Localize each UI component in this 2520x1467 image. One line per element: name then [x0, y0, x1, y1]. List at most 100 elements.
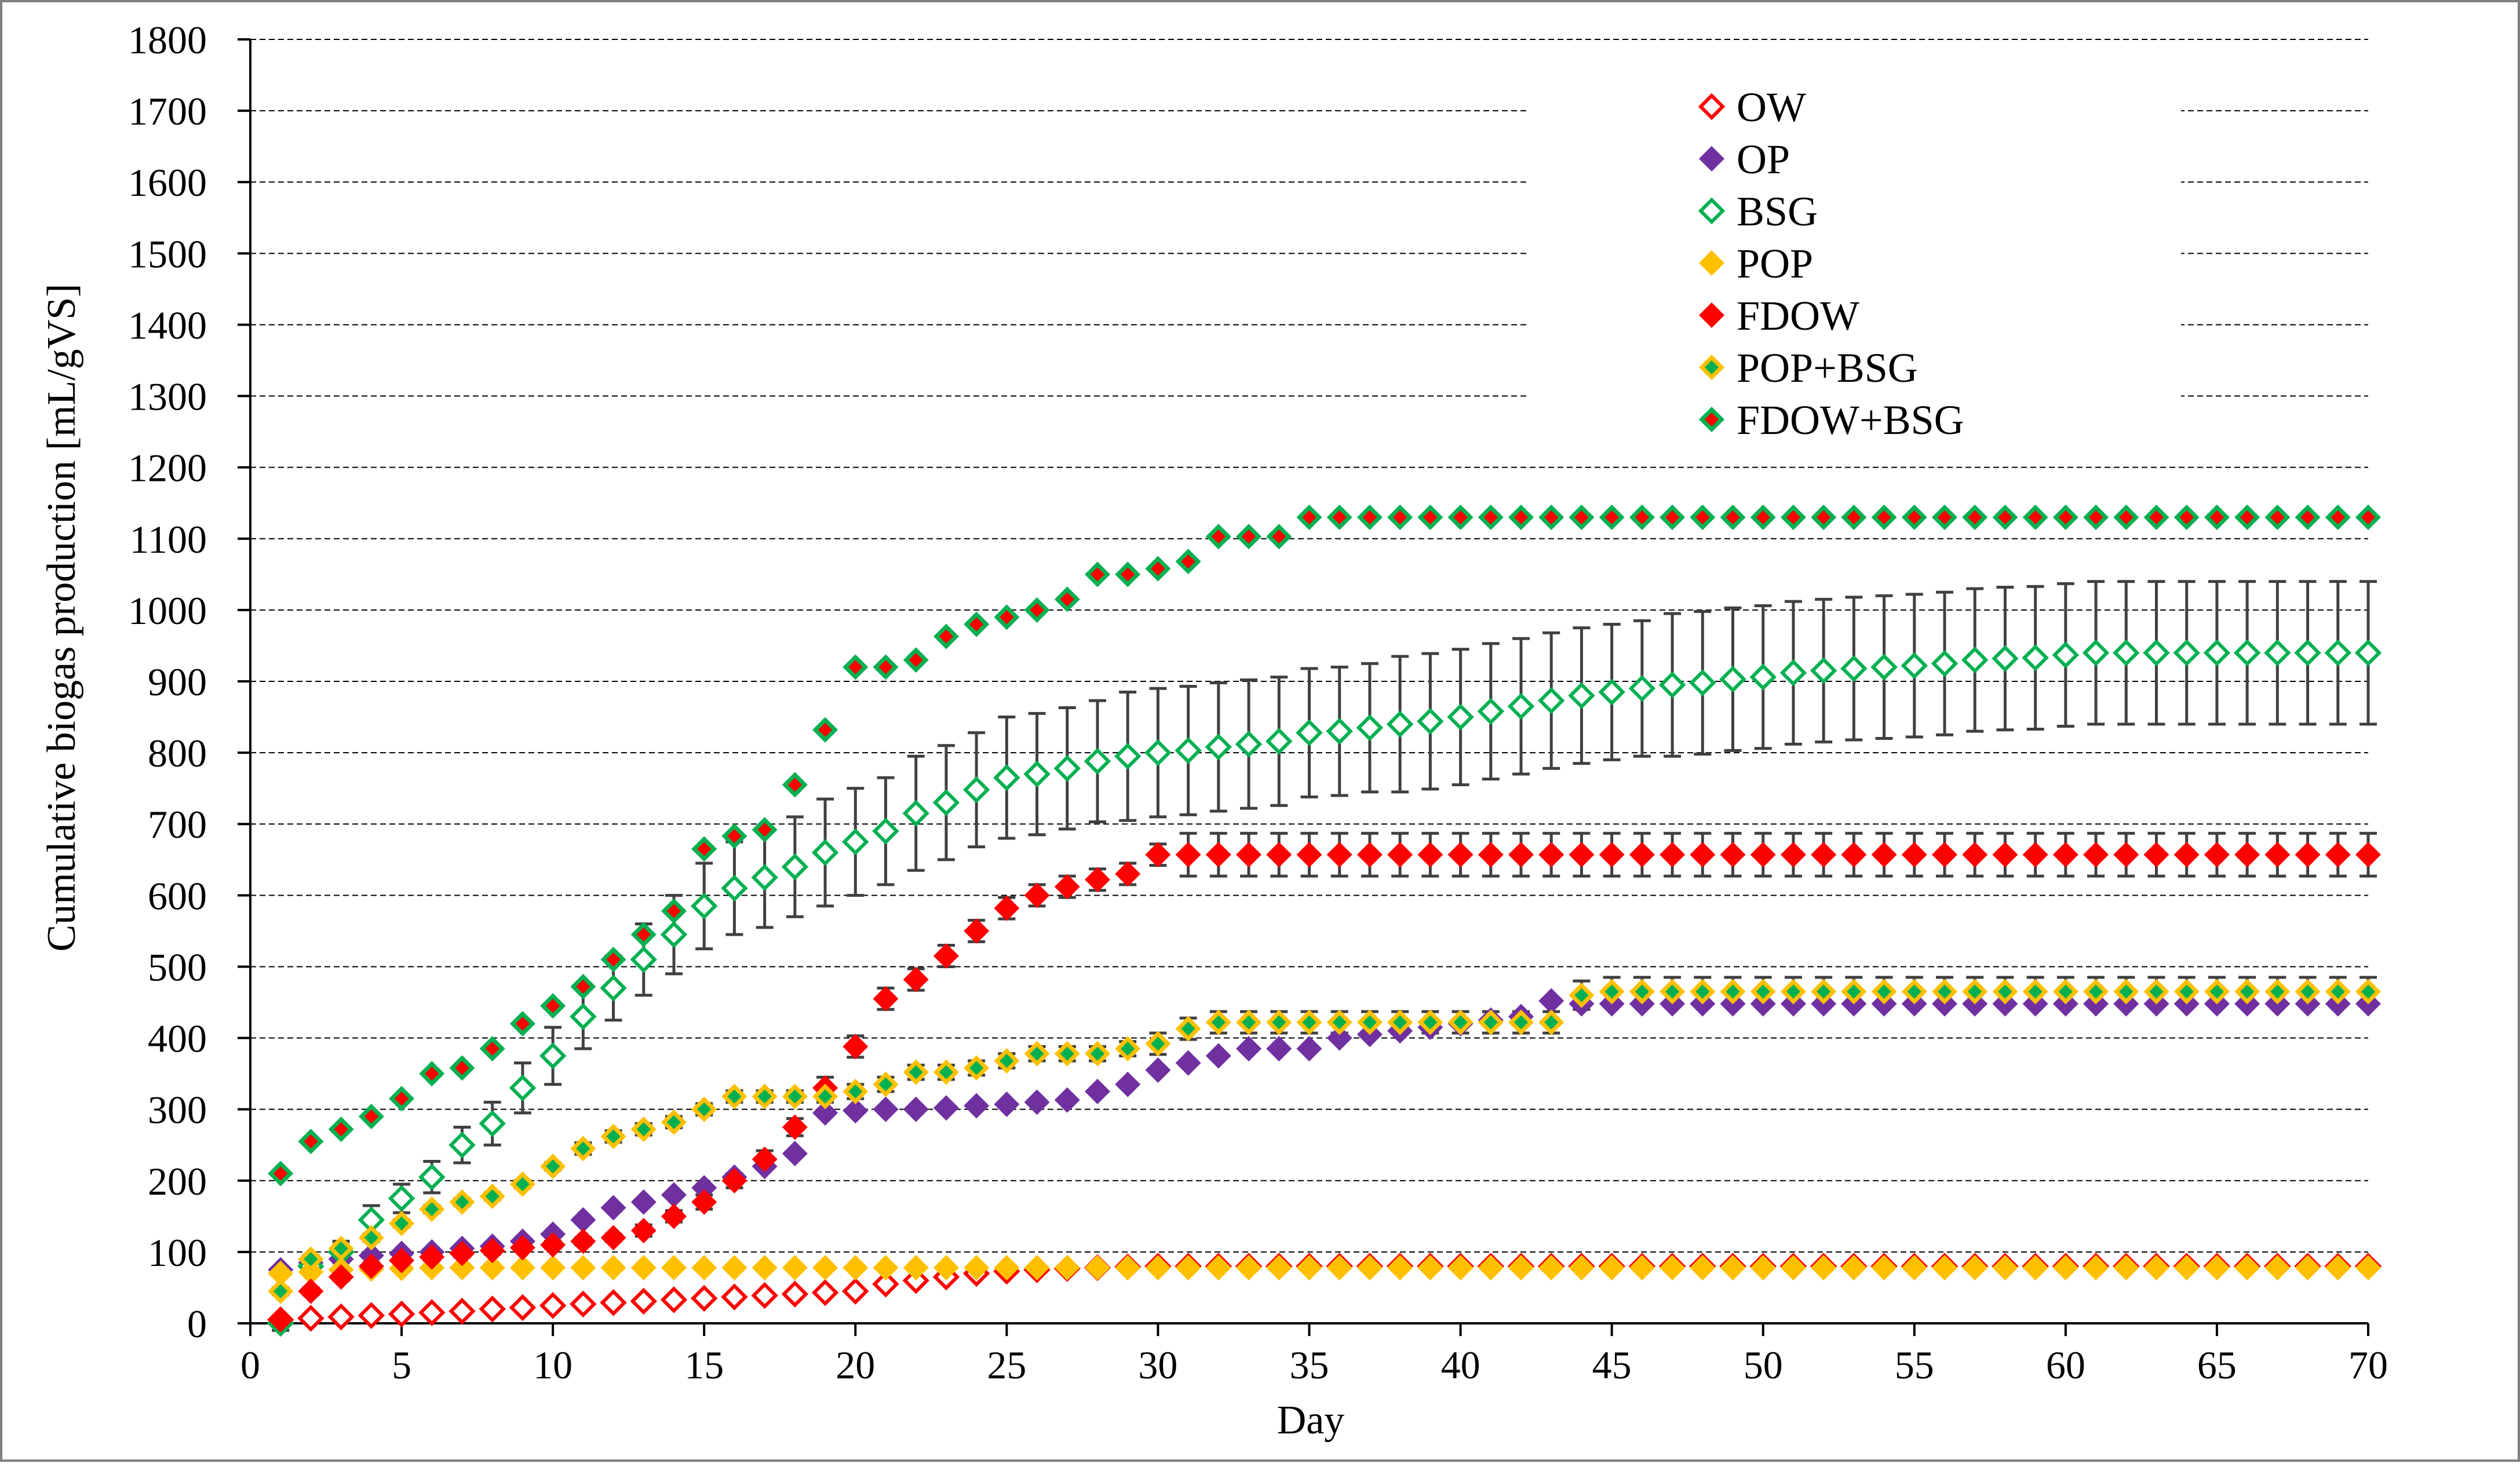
point-pop-bsg-core [1635, 984, 1649, 999]
point-bsg [1477, 698, 1505, 725]
point-fdow-bsg-core [1151, 561, 1165, 576]
point-fdow [630, 1217, 657, 1243]
point-pop-bsg-core [1090, 1046, 1105, 1061]
point-ow [418, 1299, 446, 1326]
point-pop [509, 1254, 535, 1280]
point-op [1085, 1078, 1110, 1104]
point-fdow [449, 1240, 475, 1267]
point-pop-bsg-core [787, 1089, 802, 1104]
point-fdow-bsg-core [515, 1016, 530, 1031]
point-pop [479, 1254, 505, 1280]
point-fdow-bsg-core [2179, 510, 2194, 524]
x-tick-label: 40 [1441, 1343, 1480, 1387]
point-pop [994, 1254, 1020, 1280]
point-fdow [1356, 842, 1383, 868]
point-fdow-bsg-core [394, 1092, 409, 1106]
point-bsg [1628, 675, 1656, 702]
point-bsg [1507, 692, 1535, 720]
point-pop-bsg-core [455, 1195, 469, 1209]
point-pop-bsg-core [909, 1065, 923, 1079]
point-bsg [2143, 639, 2170, 666]
y-tick-label: 1100 [130, 517, 207, 561]
point-fdow [2083, 842, 2109, 868]
point-fdow-bsg-core [1211, 529, 1226, 544]
point-pop-bsg-core [1847, 984, 1861, 999]
legend-marker-bsg [1698, 197, 1726, 225]
point-fdow-bsg-core [1423, 510, 1438, 524]
point-fdow [1478, 842, 1504, 868]
point-pop [2083, 1254, 2109, 1280]
point-pop [1205, 1254, 1231, 1280]
point-fdow [1629, 842, 1655, 868]
point-bsg [2022, 644, 2049, 672]
point-pop [721, 1254, 747, 1280]
point-fdow [1387, 842, 1413, 868]
point-pop [2143, 1254, 2169, 1280]
point-op [1054, 1087, 1080, 1113]
point-bsg [1447, 703, 1474, 731]
point-fdow-bsg-core [364, 1109, 378, 1124]
point-fdow [2264, 842, 2291, 868]
data-markers [267, 504, 2382, 1337]
point-pop [1236, 1254, 1262, 1280]
point-pop-bsg-core [1604, 984, 1619, 999]
point-op [1296, 1036, 1322, 1062]
point-fdow-bsg-core [273, 1166, 288, 1181]
point-bsg [993, 764, 1020, 791]
point-fdow-bsg-core [1121, 567, 1135, 582]
legend-label-fdow-bsg: FDOW+BSG [1737, 397, 1964, 443]
point-fdow-bsg-core [2119, 510, 2134, 524]
point-fdow [268, 1307, 294, 1333]
y-axis-title: Cumulative biogas production [mL/gVS] [39, 284, 84, 952]
point-fdow-bsg-core [1030, 603, 1044, 617]
legend-label-fdow: FDOW [1737, 293, 1859, 339]
point-pop [1599, 1254, 1625, 1280]
point-ow [297, 1305, 324, 1332]
point-fdow [1660, 842, 1686, 868]
y-tick-label: 1000 [128, 589, 207, 633]
point-bsg [2294, 639, 2321, 666]
point-bsg [570, 1003, 597, 1030]
point-fdow [358, 1253, 384, 1279]
point-fdow-bsg-core [1000, 610, 1014, 625]
point-pop-bsg-core [1514, 1015, 1529, 1030]
point-bsg [448, 1131, 476, 1159]
legend-marker-fdow-bsg-core [1704, 412, 1719, 427]
x-tick-label: 70 [2348, 1343, 2388, 1387]
point-fdow-bsg-core [2240, 510, 2255, 524]
point-bsg [781, 853, 809, 881]
x-axis-title: Day [1277, 1398, 1345, 1443]
legend-marker-pop-bsg-core [1704, 360, 1719, 375]
point-fdow [1841, 842, 1867, 868]
point-pop [1901, 1254, 1927, 1280]
point-fdow [1508, 842, 1534, 868]
point-ow [327, 1303, 355, 1331]
point-fdow [389, 1247, 415, 1273]
legend-marker-op [1699, 146, 1724, 171]
point-bsg [2052, 641, 2080, 669]
point-pop [2022, 1254, 2048, 1280]
point-ow [902, 1267, 929, 1294]
point-fdow-bsg-core [636, 927, 651, 942]
point-pop [1569, 1254, 1595, 1280]
point-bsg [1598, 678, 1625, 706]
point-fdow [1932, 842, 1957, 868]
point-pop [1720, 1254, 1746, 1280]
point-pop-bsg-core [425, 1202, 439, 1217]
point-pop-bsg-core [2209, 984, 2224, 999]
point-fdow-bsg-core [1907, 510, 1921, 524]
x-tick-label: 65 [2197, 1343, 2237, 1387]
point-fdow-bsg-core [1817, 510, 1831, 524]
point-bsg [630, 946, 658, 973]
point-fdow [1205, 842, 1231, 868]
point-bsg [690, 892, 718, 920]
point-fdow [1901, 842, 1927, 868]
point-ow [842, 1278, 869, 1305]
point-pop [1024, 1254, 1050, 1280]
point-pop-bsg-core [273, 1284, 288, 1298]
point-pop [1296, 1254, 1322, 1280]
point-bsg [811, 839, 839, 866]
point-pop [782, 1254, 808, 1280]
point-op [873, 1096, 899, 1122]
